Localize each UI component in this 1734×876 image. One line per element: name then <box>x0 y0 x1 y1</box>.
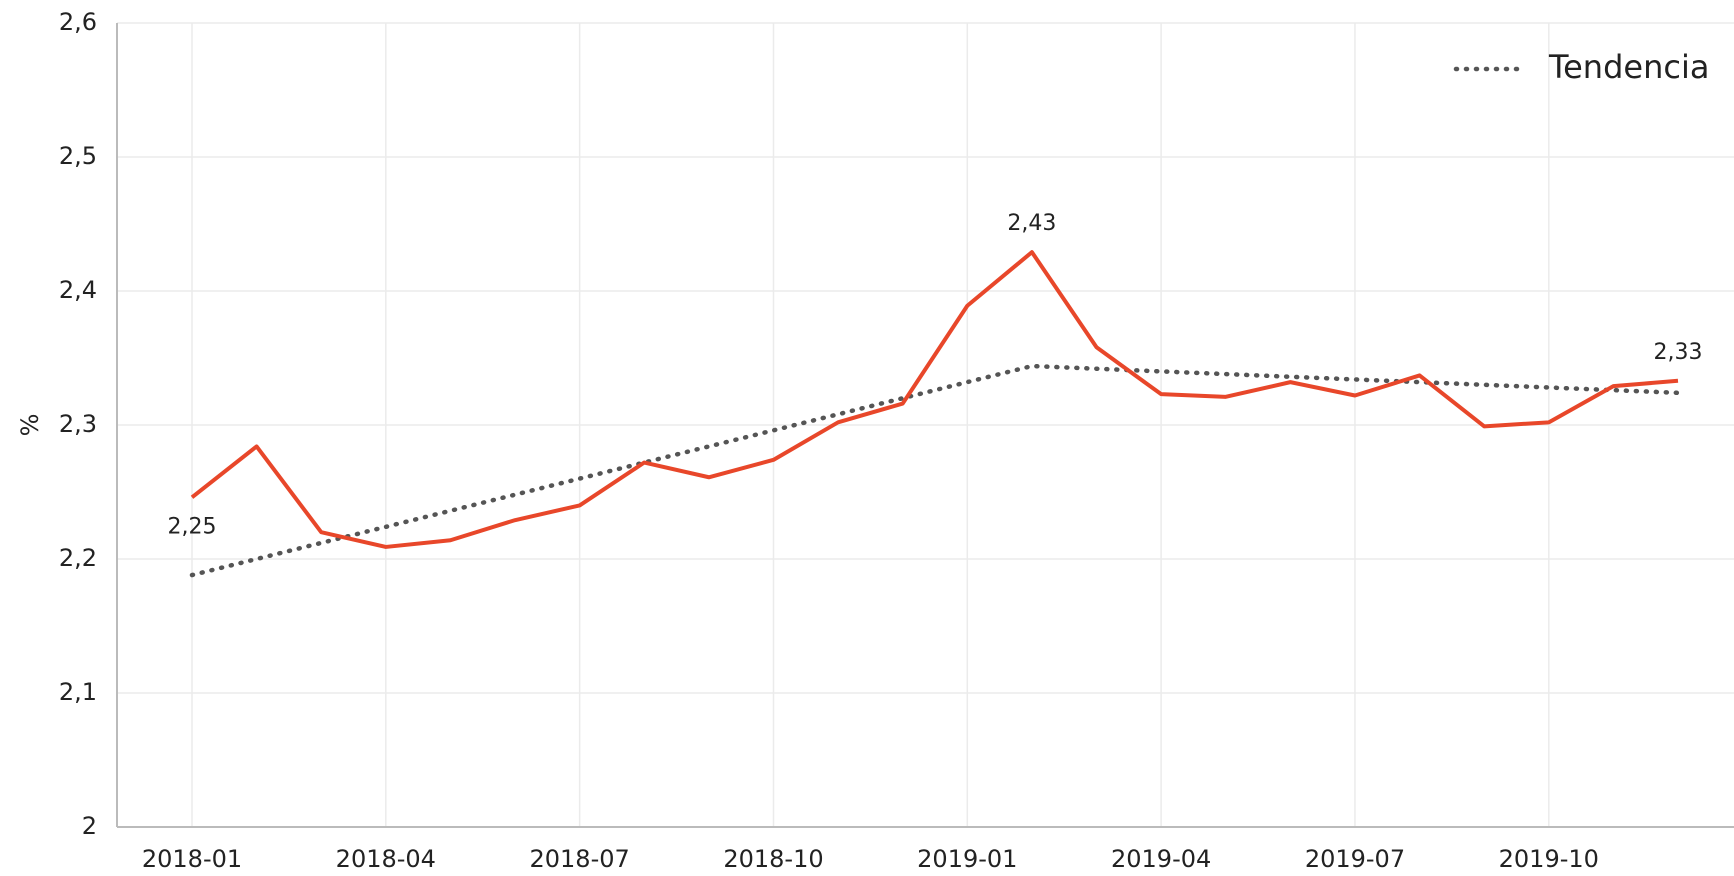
y-tick-label: 2,3 <box>59 410 97 438</box>
x-tick-label: 2019-10 <box>1499 845 1599 873</box>
y-tick-label: 2,1 <box>59 678 97 706</box>
y-tick-label: 2,5 <box>59 142 97 170</box>
data-label: 2,33 <box>1654 340 1703 365</box>
x-tick-label: 2019-07 <box>1305 845 1405 873</box>
y-axis-label: % <box>16 414 44 437</box>
x-tick-label: 2018-01 <box>142 845 242 873</box>
x-tick-label: 2018-10 <box>723 845 823 873</box>
x-tick-label: 2019-01 <box>917 845 1017 873</box>
x-tick-label: 2018-07 <box>530 845 630 873</box>
y-tick-label: 2 <box>82 812 97 840</box>
data-label: 2,25 <box>168 514 217 539</box>
data-label: 2,43 <box>1007 211 1056 236</box>
legend-label: Tendencia <box>1548 48 1709 86</box>
x-tick-label: 2018-04 <box>336 845 436 873</box>
y-tick-label: 2,4 <box>59 276 97 304</box>
y-tick-label: 2,2 <box>59 544 97 572</box>
data-line <box>190 250 1679 549</box>
y-tick-label: 2,6 <box>59 8 97 36</box>
x-tick-label: 2019-04 <box>1111 845 1211 873</box>
